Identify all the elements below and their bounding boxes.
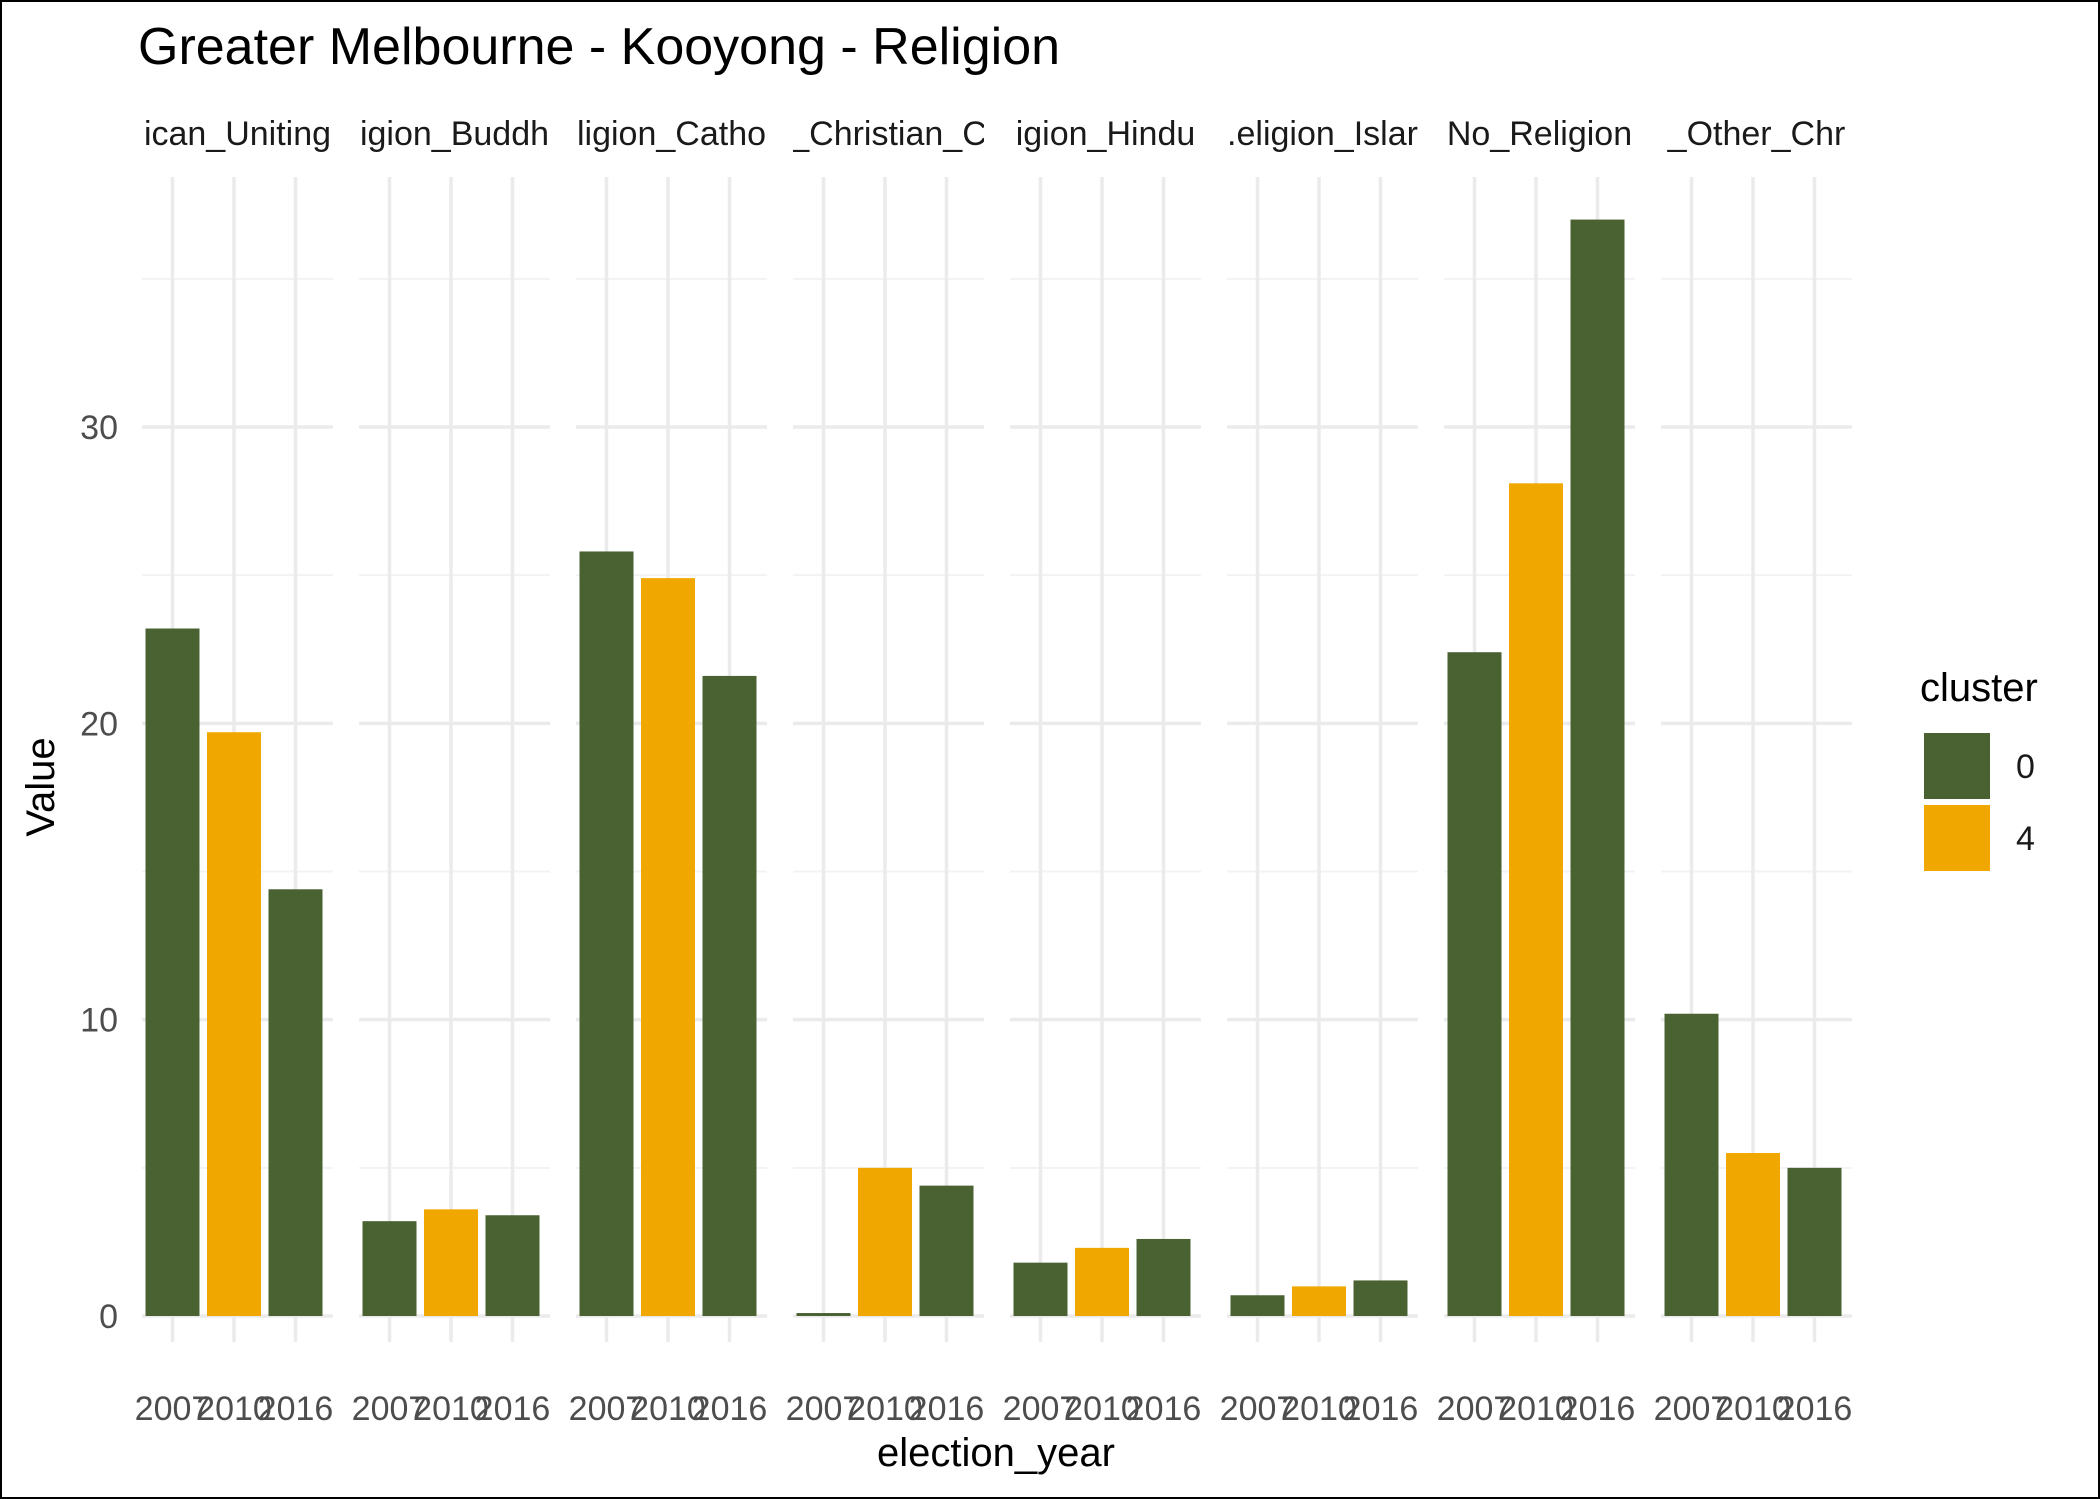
facet-strip-label: ican_Uniting bbox=[144, 115, 331, 153]
x-tick-label: 2016 bbox=[475, 1390, 551, 1428]
x-tick-label: 2007 bbox=[135, 1390, 211, 1428]
legend-title: cluster bbox=[1920, 666, 2038, 710]
y-axis-title: Value bbox=[19, 737, 63, 836]
bar bbox=[641, 578, 695, 1316]
bar bbox=[579, 551, 634, 1316]
bar bbox=[1230, 1295, 1285, 1316]
x-tick-label: 2010 bbox=[1281, 1390, 1357, 1428]
bar bbox=[362, 1221, 417, 1316]
bar bbox=[1013, 1262, 1068, 1316]
facet-strip-label: .eligion_Islar bbox=[1227, 115, 1418, 153]
facet-strip-label: No_Religion bbox=[1447, 115, 1632, 153]
bar bbox=[1787, 1167, 1842, 1316]
x-axis-title: election_year bbox=[877, 1431, 1115, 1475]
x-tick-label: 2010 bbox=[196, 1390, 272, 1428]
x-tick-label: 2010 bbox=[847, 1390, 923, 1428]
legend-key-label: 0 bbox=[2016, 748, 2035, 786]
x-tick-label: 2007 bbox=[1220, 1390, 1296, 1428]
bar bbox=[702, 675, 757, 1316]
bar bbox=[796, 1313, 851, 1316]
facet-panels: ican_Uniting200720102016igion_Buddh20072… bbox=[135, 115, 1853, 1428]
bar bbox=[145, 628, 200, 1316]
y-tick-label: 10 bbox=[80, 1002, 118, 1040]
x-tick-label: 2016 bbox=[1777, 1390, 1853, 1428]
y-tick-label: 20 bbox=[80, 705, 118, 743]
x-tick-label: 2010 bbox=[1715, 1390, 1791, 1428]
y-axis: 0 10 20 30 bbox=[80, 409, 118, 1336]
bar bbox=[485, 1215, 540, 1316]
x-tick-label: 2007 bbox=[352, 1390, 428, 1428]
x-tick-label: 2007 bbox=[786, 1390, 862, 1428]
legend-key-swatch bbox=[1924, 733, 1990, 799]
facet-strip-label: _Christian_C bbox=[789, 115, 987, 153]
x-tick-label: 2016 bbox=[1343, 1390, 1419, 1428]
facet-strip-label: igion_Buddh bbox=[360, 115, 549, 153]
x-tick-label: 2010 bbox=[413, 1390, 489, 1428]
bar bbox=[1664, 1013, 1719, 1316]
x-tick-label: 2010 bbox=[630, 1390, 706, 1428]
x-tick-label: 2016 bbox=[1560, 1390, 1636, 1428]
bar bbox=[207, 732, 261, 1316]
bar bbox=[1136, 1238, 1191, 1316]
y-tick-label: 30 bbox=[80, 409, 118, 447]
x-tick-label: 2010 bbox=[1064, 1390, 1140, 1428]
legend: cluster 04 bbox=[1920, 666, 2038, 871]
facet-strip-label: _Other_Chr bbox=[1667, 115, 1846, 153]
bar bbox=[1075, 1247, 1129, 1316]
bar bbox=[1292, 1286, 1346, 1316]
x-tick-label: 2016 bbox=[692, 1390, 768, 1428]
x-tick-label: 2007 bbox=[1437, 1390, 1513, 1428]
bar bbox=[1447, 652, 1502, 1316]
bar bbox=[1570, 219, 1625, 1317]
x-tick-label: 2016 bbox=[909, 1390, 985, 1428]
legend-key-swatch bbox=[1924, 805, 1990, 871]
x-tick-label: 2007 bbox=[1003, 1390, 1079, 1428]
legend-keys: 04 bbox=[1924, 733, 2035, 871]
bar bbox=[268, 889, 323, 1316]
bar bbox=[1353, 1280, 1408, 1316]
x-tick-label: 2007 bbox=[569, 1390, 645, 1428]
chart-title: Greater Melbourne - Kooyong - Religion bbox=[138, 18, 1060, 76]
x-tick-label: 2007 bbox=[1654, 1390, 1730, 1428]
bar bbox=[858, 1167, 912, 1316]
legend-key-label: 4 bbox=[2016, 820, 2035, 858]
facet-strip-label: ligion_Catho bbox=[577, 115, 766, 153]
bar bbox=[1509, 483, 1563, 1316]
x-tick-label: 2016 bbox=[258, 1390, 334, 1428]
y-tick-label: 0 bbox=[99, 1298, 118, 1336]
bar bbox=[424, 1209, 478, 1316]
x-tick-label: 2016 bbox=[1126, 1390, 1202, 1428]
bar bbox=[919, 1185, 974, 1316]
bar bbox=[1726, 1153, 1780, 1316]
facet-strip-label: igion_Hindu bbox=[1016, 115, 1196, 153]
x-tick-label: 2010 bbox=[1498, 1390, 1574, 1428]
